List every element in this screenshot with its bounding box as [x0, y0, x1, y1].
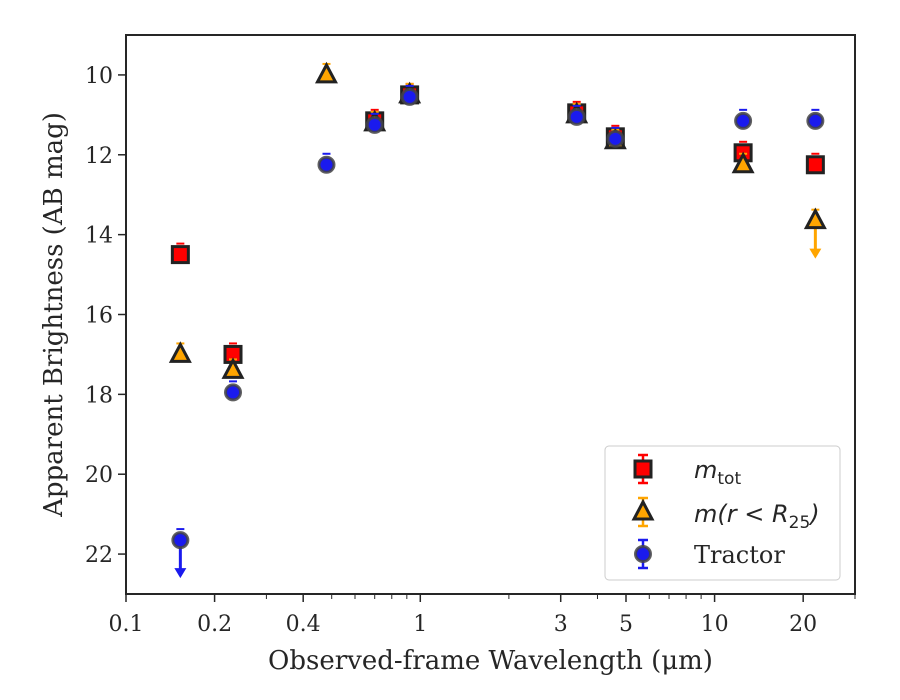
upper-limit-head — [174, 568, 187, 579]
y-tick-label: 22 — [85, 543, 113, 568]
data-layer — [168, 61, 827, 579]
data-point-mr25 — [731, 151, 755, 174]
data-point-tractor — [171, 531, 190, 550]
x-axis-title: Observed-frame Wavelength (μm) — [268, 646, 713, 676]
series-tractor — [171, 84, 825, 579]
y-tick-label: 18 — [85, 383, 113, 408]
legend-marker-mtot — [633, 453, 653, 485]
legend-label-mtot: mtot — [694, 456, 741, 489]
legend-marker-tractor — [634, 538, 652, 570]
y-tick-label: 10 — [85, 64, 113, 89]
legend-symbol — [633, 459, 653, 479]
data-point-mr25 — [314, 61, 338, 84]
data-point-mtot — [170, 245, 190, 265]
x-tick-label: 5 — [619, 612, 633, 637]
data-point-tractor — [567, 107, 586, 126]
legend-symbol — [634, 545, 652, 563]
data-point-tractor — [317, 155, 336, 174]
y-axis-title: Apparent Brightness (AB mag) — [39, 112, 69, 518]
x-tick-label: 20 — [789, 612, 817, 637]
data-point-mr25 — [803, 207, 827, 230]
data-point-tractor — [365, 115, 384, 134]
y-tick-label: 12 — [85, 144, 113, 169]
x-tick-label: 1 — [413, 612, 427, 637]
x-tick-label: 0.1 — [109, 612, 144, 637]
legend-box — [604, 445, 841, 581]
legend-label-tractor: Tractor — [694, 541, 785, 569]
data-point-mtot — [805, 155, 825, 175]
x-tick-label: 0.4 — [286, 612, 321, 637]
data-point-mr25 — [168, 341, 192, 363]
data-point-tractor — [806, 111, 825, 130]
legend-marker-mr25 — [631, 496, 655, 528]
y-tick-label: 14 — [85, 224, 113, 249]
data-point-tractor — [400, 87, 419, 106]
axes-layer: 0.1 0.2 0.4 1 3 5 10 20 10 12 14 16 18 20 22 — [85, 64, 856, 637]
y-tick-label: 16 — [85, 304, 113, 329]
data-point-tractor — [606, 129, 625, 148]
y-tick-label: 20 — [85, 463, 113, 488]
x-tick-label: 3 — [554, 612, 568, 637]
x-tick-label: 0.2 — [197, 612, 232, 637]
upper-limit-head — [809, 248, 822, 259]
data-point-tractor — [224, 383, 243, 402]
data-point-tractor — [734, 111, 753, 130]
data-point-mr25 — [221, 357, 245, 379]
x-tick-label: 10 — [701, 612, 729, 637]
legend-label-mr25: m(r < R25) — [694, 500, 820, 533]
legend: mtot m(r < R25) Tractor — [604, 445, 841, 581]
legend-symbol — [631, 498, 655, 521]
